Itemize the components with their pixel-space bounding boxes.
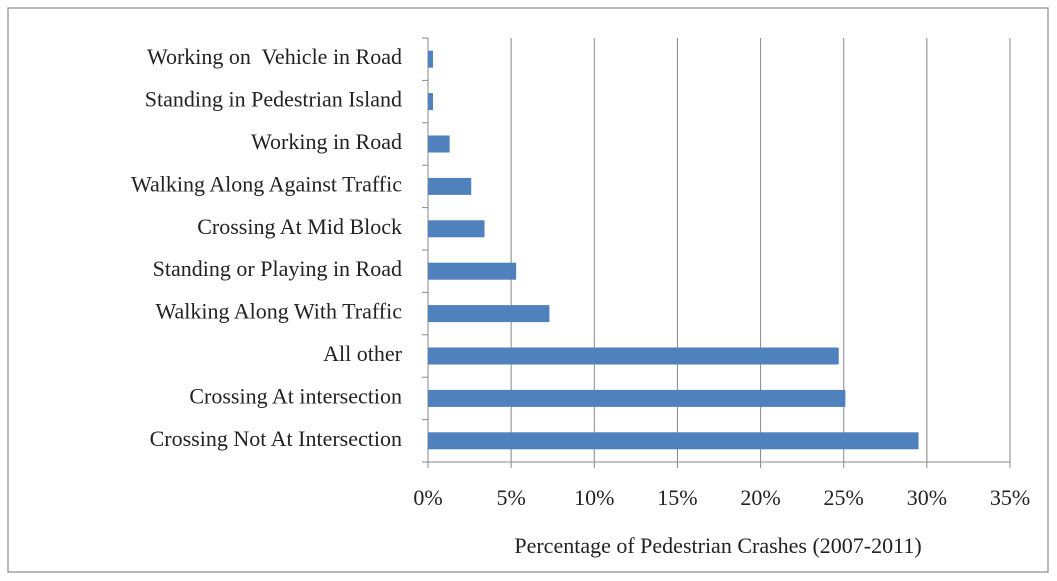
bar [428,177,472,195]
x-tick-label: 10% [574,485,614,510]
y-tick-label: Crossing At intersection [189,383,402,408]
x-tick-label: 30% [907,485,947,510]
bar [428,220,485,238]
bar [428,93,433,111]
bar [428,347,839,365]
bar [428,305,550,323]
y-tick-label: Crossing At Mid Block [197,214,402,239]
y-tick-label: Working in Road [251,129,402,154]
x-axis-title: Percentage of Pedestrian Crashes (2007-2… [514,533,921,558]
x-tick-label: 20% [740,485,780,510]
y-tick-label: All other [323,341,402,366]
bar [428,389,846,407]
chart-border [7,7,1049,573]
bar [428,262,517,280]
bar [428,135,450,153]
y-tick-label: Working on Vehicle in Road [147,44,402,69]
x-tick-label: 5% [496,485,525,510]
y-tick-label: Crossing Not At Intersection [150,426,402,451]
x-tick-label: 0% [413,485,442,510]
x-tick-label: 35% [990,485,1030,510]
y-tick-label: Standing in Pedestrian Island [145,87,402,112]
bar [428,50,433,68]
x-tick-label: 25% [824,485,864,510]
bar [428,432,919,450]
x-tick-label: 15% [657,485,697,510]
y-tick-label: Walking Along Against Traffic [131,171,402,196]
y-tick-label: Walking Along With Traffic [156,299,403,324]
y-tick-label: Standing or Playing in Road [153,256,402,281]
